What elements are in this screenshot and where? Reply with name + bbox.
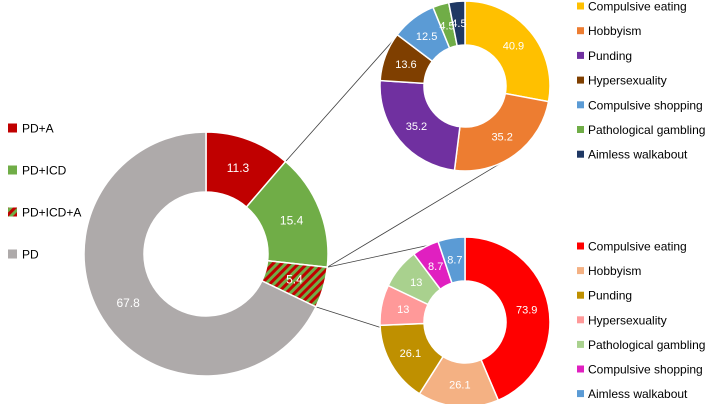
- data-label-hypersexuality: 13.6: [395, 59, 416, 71]
- legend-item-compulsive-eating: Compulsive eating: [577, 0, 687, 14]
- connector-icd-top: [285, 20, 412, 162]
- legend-label: Compulsive eating: [588, 240, 687, 254]
- legend-item-aimless-walkabout: Aimless walkabout: [577, 387, 688, 401]
- legend-swatch: [577, 390, 584, 398]
- legend-label: Hobbyism: [588, 264, 641, 278]
- data-label-hypersexuality: 13: [397, 304, 409, 316]
- legend-item-pd-icd-a: PD+ICD+A: [8, 206, 81, 220]
- legend-item-pd: PD: [8, 248, 39, 262]
- legend-label: Aimless walkabout: [588, 148, 688, 162]
- legend-swatch: [577, 51, 584, 59]
- legend-swatch: [577, 101, 584, 109]
- data-label-aimless-walkabout: 8.7: [447, 255, 462, 267]
- legend-item-pd-icd: PD+ICD: [8, 164, 67, 178]
- legend-3: Compulsive eating Hobbyism Punding Hypersex…: [577, 240, 705, 401]
- data-label-punding: 26.1: [400, 348, 421, 360]
- legend-item-compulsive-eating: Compulsive eating: [577, 240, 687, 254]
- slice-compulsive-eating: [464, 236, 551, 402]
- data-label-hobbyism: 26.1: [449, 380, 470, 392]
- legend-swatch: [8, 165, 17, 175]
- data-label-aimless-walkabout: 4.5: [451, 18, 466, 30]
- slice-punding: [379, 79, 461, 172]
- legend-label: Hobbyism: [588, 24, 641, 38]
- legend-item-compulsive-shopping: Compulsive shopping: [577, 363, 703, 377]
- donut-2: 40.935.235.213.612.54.54.5: [379, 0, 551, 172]
- legend-item-hobbyism: Hobbyism: [577, 24, 641, 38]
- legend-item-hobbyism: Hobbyism: [577, 264, 641, 278]
- legend-swatch: [8, 123, 17, 133]
- legend-item-pathological-gambling: Pathological gambling: [577, 123, 705, 137]
- legend-label: Hypersexuality: [588, 313, 667, 327]
- legend-swatch: [577, 126, 584, 133]
- legend-swatch: [577, 242, 584, 250]
- legend-label: PD: [22, 248, 39, 262]
- legend-swatch: [8, 249, 17, 259]
- slice-aimless-walkabout: [437, 236, 466, 285]
- data-label-pathological-gambling: 13: [410, 277, 422, 289]
- data-label-compulsive-eating: 73.9: [516, 304, 537, 316]
- slice-pd: [83, 131, 317, 377]
- data-label-compulsive-shopping: 8.7: [428, 261, 443, 273]
- legend-label: Pathological gambling: [588, 123, 705, 137]
- legend-2: Compulsive eating Hobbyism Punding Hypersex…: [577, 0, 705, 162]
- legend-1: PD+A PD+ICD PD+ICD+A PD: [8, 122, 81, 262]
- legend-label: PD+ICD: [22, 164, 67, 178]
- legend-label: PD+A: [22, 122, 54, 136]
- legend-swatch: [577, 27, 584, 35]
- legend-item-pd-a: PD+A: [8, 122, 54, 136]
- donut-1: 11.3 15.4 5.4 67.8: [83, 131, 329, 377]
- data-label-punding: 35.2: [406, 121, 427, 133]
- legend-swatch: [577, 340, 584, 348]
- slice-aimless-walkabout: [447, 0, 466, 47]
- connector-icd-bottom: [327, 162, 502, 268]
- legend-item-compulsive-shopping: Compulsive shopping: [577, 98, 703, 112]
- legend-item-hypersexuality: Hypersexuality: [577, 313, 667, 327]
- donut-layer: 11.315.45.467.840.935.235.213.612.54.54.…: [83, 0, 551, 404]
- legend-label: Compulsive eating: [588, 0, 687, 14]
- legend-item-hypersexuality: Hypersexuality: [577, 74, 667, 88]
- data-label-pd-icd: 15.4: [280, 213, 304, 227]
- slice-compulsive-eating: [464, 0, 551, 103]
- legend-label: Pathological gambling: [588, 338, 705, 352]
- legend-label: Hypersexuality: [588, 74, 667, 88]
- legend-label: Aimless walkabout: [588, 387, 688, 401]
- legend-layer: PD+A PD+ICD PD+ICD+A PD Compulsive eating Hob…: [8, 0, 705, 401]
- legend-label: Punding: [588, 289, 632, 303]
- legend-item-punding: Punding: [577, 49, 632, 63]
- data-label-pd: 67.8: [116, 296, 140, 310]
- legend-swatch: [577, 2, 584, 10]
- legend-item-punding: Punding: [577, 289, 632, 303]
- connector-icda-bottom: [315, 306, 381, 328]
- legend-label: Compulsive shopping: [588, 363, 703, 377]
- legend-label: Punding: [588, 49, 632, 63]
- legend-swatch: [577, 291, 584, 299]
- data-label-pd-icd-a: 5.4: [286, 272, 303, 286]
- legend-item-pathological-gambling: Pathological gambling: [577, 338, 705, 352]
- legend-swatch: [577, 150, 584, 158]
- legend-label: PD+ICD+A: [22, 206, 81, 220]
- slice-hobbyism: [453, 92, 550, 172]
- data-label-compulsive-shopping: 12.5: [416, 31, 437, 43]
- legend-label: Compulsive shopping: [588, 98, 703, 112]
- legend-swatch: [8, 207, 17, 217]
- data-label-hobbyism: 35.2: [491, 132, 512, 144]
- connector-lines: [285, 20, 502, 328]
- legend-swatch: [577, 76, 584, 84]
- legend-swatch: [577, 267, 584, 275]
- data-label-pathological-gambling: 4.5: [439, 20, 454, 32]
- legend-swatch: [577, 365, 584, 373]
- donut-3: 73.9 26.1 26.1 13 13 8.7 8.7: [379, 236, 551, 404]
- legend-item-aimless-walkabout: Aimless walkabout: [577, 148, 688, 162]
- data-label-compulsive-eating: 40.9: [503, 41, 524, 53]
- legend-swatch: [577, 316, 584, 324]
- data-label-pd-a: 11.3: [227, 161, 250, 175]
